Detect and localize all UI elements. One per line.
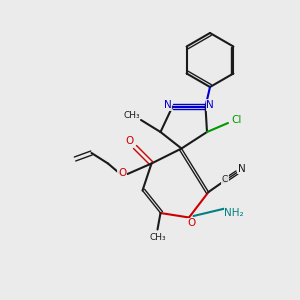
Text: N: N: [164, 100, 172, 110]
Text: CH₃: CH₃: [123, 111, 140, 120]
Text: NH₂: NH₂: [224, 208, 244, 218]
Text: O: O: [125, 136, 134, 146]
Text: C: C: [222, 176, 228, 184]
Text: O: O: [118, 167, 126, 178]
Text: Cl: Cl: [231, 115, 242, 125]
Text: N: N: [206, 100, 214, 110]
Text: O: O: [188, 218, 196, 229]
Text: N: N: [238, 164, 245, 174]
Text: CH₃: CH₃: [149, 233, 166, 242]
